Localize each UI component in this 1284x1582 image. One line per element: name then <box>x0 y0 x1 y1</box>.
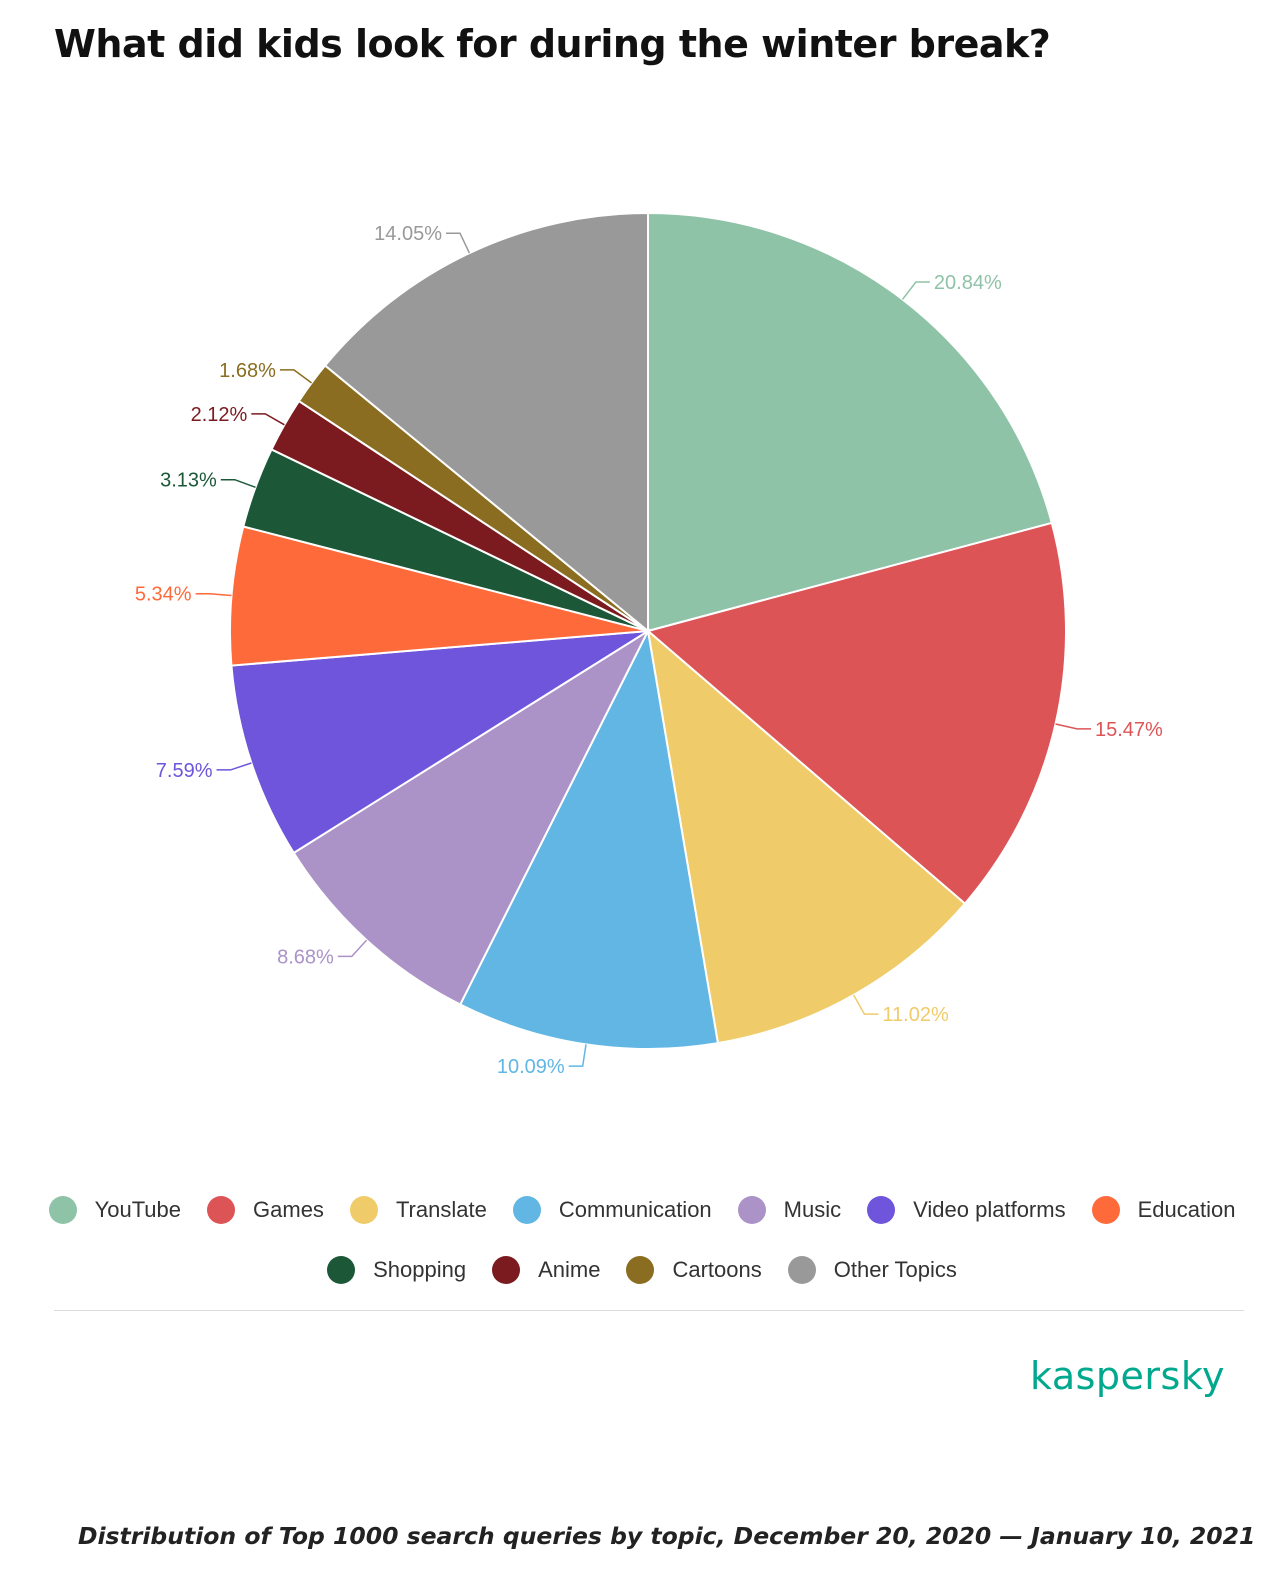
legend-item-video-platforms[interactable]: Video platforms <box>867 1196 1066 1224</box>
legend-item-music[interactable]: Music <box>737 1196 842 1224</box>
legend-swatch-icon <box>349 1196 378 1224</box>
pie-slice-communication <box>458 627 720 1050</box>
data-label-translate: 11.02% <box>882 1004 949 1026</box>
legend-swatch-icon <box>492 1256 521 1284</box>
leader-line-translate <box>852 994 879 1015</box>
legend-swatch-icon <box>867 1196 896 1224</box>
pie-slice-education <box>229 525 649 667</box>
legend-item-anime[interactable]: Anime <box>492 1256 600 1284</box>
legend-swatch-icon <box>327 1256 356 1284</box>
leader-line-communication <box>568 1044 587 1067</box>
legend-label: Cartoons <box>672 1257 762 1282</box>
data-label-anime: 2.12% <box>191 404 248 426</box>
legend-label: Games <box>253 1197 324 1222</box>
legend-label: Anime <box>538 1257 601 1282</box>
data-label-games: 15.47% <box>1095 719 1163 741</box>
data-label-video-platforms: 7.59% <box>156 760 213 782</box>
data-label-youtube: 20.84% <box>934 272 1002 294</box>
data-label-education: 5.34% <box>135 584 192 606</box>
legend-label: Communication <box>558 1197 712 1222</box>
legend-item-games[interactable]: Games <box>207 1196 324 1224</box>
leader-line-youtube <box>901 281 930 300</box>
pie-slice-youtube <box>647 211 1054 633</box>
legend-row-1: YouTube Games Translate Communication Music V… <box>40 1196 1244 1224</box>
pie-chart: 20.84% 15.47% 11.02% 10.09% 8.68% 7.59% 5.34% 3… <box>135 211 1163 1078</box>
divider <box>54 1310 1244 1311</box>
legend-label: Video platforms <box>913 1197 1066 1222</box>
pie-slice-music <box>292 628 651 1006</box>
legend-item-shopping[interactable]: Shopping <box>327 1256 466 1284</box>
chart-title: What did kids look for during the winter… <box>54 22 1051 66</box>
legend-label: YouTube <box>94 1197 182 1222</box>
legend-swatch-icon <box>787 1256 816 1284</box>
legend-item-communication[interactable]: Communication <box>512 1196 712 1224</box>
leader-line-games <box>1055 723 1091 730</box>
legend-label: Other Topics <box>833 1257 957 1282</box>
legend-swatch-icon <box>737 1196 766 1224</box>
data-label-communication: 10.09% <box>497 1056 565 1078</box>
data-label-cartoons: 1.68% <box>219 360 276 382</box>
leader-line-other-topics <box>446 232 471 254</box>
legend-item-translate[interactable]: Translate <box>349 1196 487 1224</box>
leader-line-cartoons <box>279 369 313 384</box>
pie-slice-translate <box>646 628 967 1045</box>
legend-row-2: Shopping Anime Cartoons Other Topics <box>40 1256 1244 1284</box>
legend-label: Translate <box>395 1197 487 1222</box>
legend-item-cartoons[interactable]: Cartoons <box>626 1256 762 1284</box>
legend-swatch-icon <box>1091 1196 1120 1224</box>
legend-label: Music <box>783 1197 842 1222</box>
legend-item-education[interactable]: Education <box>1091 1196 1236 1224</box>
legend-label: Education <box>1137 1197 1236 1222</box>
legend-swatch-icon <box>48 1196 77 1224</box>
leader-line-shopping <box>220 478 256 489</box>
legend-swatch-icon <box>512 1196 541 1224</box>
data-label-other-topics: 14.05% <box>374 223 442 245</box>
kaspersky-logo: kaspersky <box>1030 1354 1225 1398</box>
legend-item-other-topics[interactable]: Other Topics <box>787 1256 957 1284</box>
leader-line-education <box>195 592 232 597</box>
legend-label: Shopping <box>373 1257 467 1282</box>
legend-item-youtube[interactable]: YouTube <box>48 1196 182 1224</box>
legend-swatch-icon <box>207 1196 236 1224</box>
leader-line-video-platforms <box>216 762 252 771</box>
leader-line-music <box>337 939 368 958</box>
chart-caption: Distribution of Top 1000 search queries … <box>78 1522 1256 1550</box>
legend-swatch-icon <box>626 1256 655 1284</box>
leader-line-anime <box>251 413 285 426</box>
data-label-shopping: 3.13% <box>160 470 217 492</box>
data-label-music: 8.68% <box>277 946 334 968</box>
